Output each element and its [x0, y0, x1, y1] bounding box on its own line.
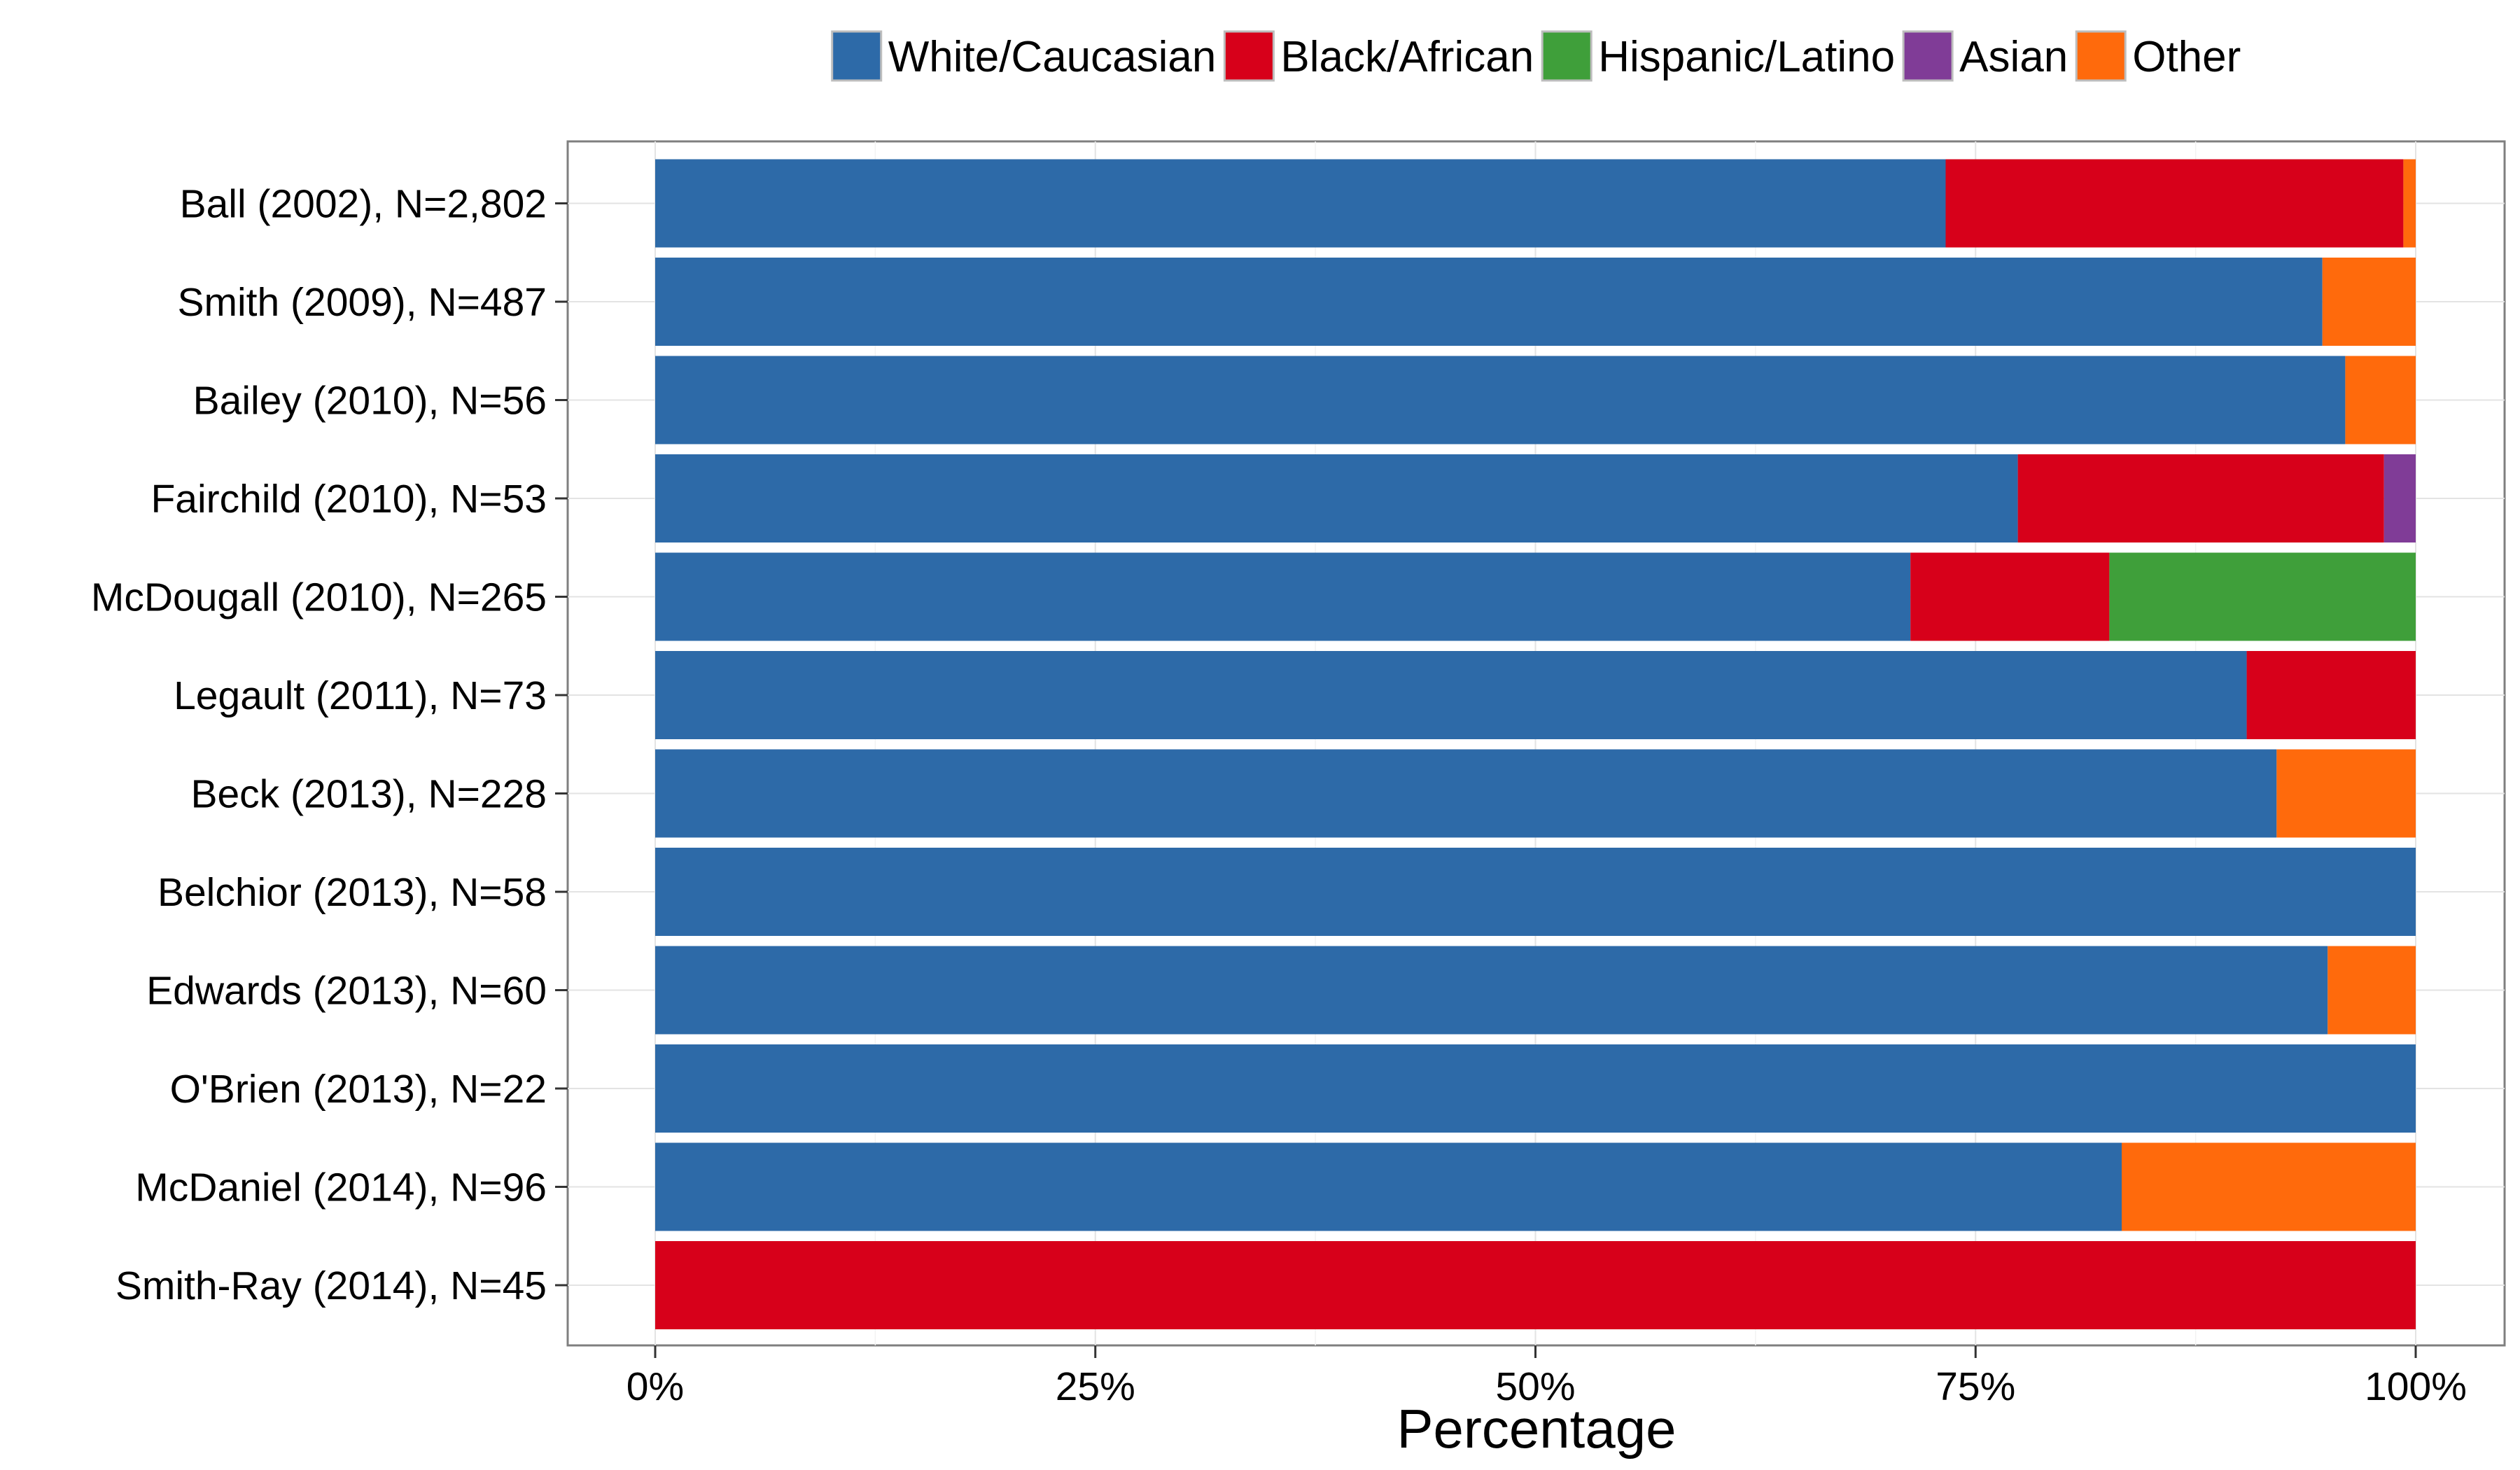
bar-segment-other: [2328, 946, 2416, 1035]
bar-segment-black-african: [1945, 159, 2404, 248]
y-tick-label: Bailey (2010), N=56: [193, 379, 547, 424]
bar-segment-white-caucasian: [655, 946, 2328, 1035]
bar-segment-white-caucasian: [655, 454, 2018, 542]
bar-segment-white-caucasian: [655, 848, 2416, 936]
bar-segment-black-african: [655, 1241, 2416, 1329]
bar-segment-white-caucasian: [655, 651, 2247, 739]
legend-key-white-caucasian: [831, 30, 883, 82]
y-tick-label: Fairchild (2010), N=53: [150, 477, 547, 522]
x-tick-label: 75%: [1935, 1364, 2015, 1409]
bars: [655, 159, 2416, 1329]
x-tick-label: 0%: [626, 1364, 684, 1409]
bar-segment-other: [2403, 159, 2416, 248]
bar-segment-hispanic-latino: [2109, 552, 2416, 641]
bar-segment-other: [2276, 749, 2416, 838]
legend-label: White/Caucasian: [888, 33, 1217, 81]
legend-label: Hispanic/Latino: [1598, 33, 1895, 81]
bar-segment-asian: [2384, 454, 2416, 542]
bar-segment-white-caucasian: [655, 258, 2323, 346]
y-tick-label: Beck (2013), N=228: [190, 772, 547, 817]
y-tick-label: O'Brien (2013), N=22: [170, 1067, 547, 1112]
y-tick-label: McDougall (2010), N=265: [91, 575, 547, 620]
bar-segment-white-caucasian: [655, 1142, 2122, 1231]
bar-segment-black-african: [2246, 651, 2416, 739]
y-tick-label: Smith-Ray (2014), N=45: [115, 1264, 547, 1308]
bar-segment-black-african: [1910, 552, 2110, 641]
bar-segment-white-caucasian: [655, 159, 1946, 248]
bar-segment-white-caucasian: [655, 749, 2277, 838]
bar-segment-other: [2345, 356, 2416, 444]
y-axis: Ball (2002), N=2,802 Smith (2009), N=487 B…: [91, 182, 568, 1308]
x-tick-label: 25%: [1056, 1364, 1135, 1409]
y-tick-label: Smith (2009), N=487: [177, 280, 547, 325]
legend-key-other: [2075, 30, 2127, 82]
bar-segment-white-caucasian: [655, 1044, 2416, 1133]
legend-key-asian: [1902, 30, 1954, 82]
x-tick-label: 50%: [1495, 1364, 1575, 1409]
y-tick-label: Belchior (2013), N=58: [158, 870, 547, 915]
y-tick-label: Legault (2011), N=73: [174, 673, 547, 718]
legend-label: Other: [2132, 33, 2241, 81]
y-tick-label: Ball (2002), N=2,802: [180, 182, 547, 227]
bar-segment-white-caucasian: [655, 356, 2346, 444]
x-tick-label: 100%: [2365, 1364, 2467, 1409]
bar-segment-other: [2121, 1142, 2416, 1231]
legend: White/Caucasian Black/African Hispanic/Lat…: [831, 30, 2241, 82]
bar-segment-other: [2322, 258, 2416, 346]
bar-segment-black-african: [2017, 454, 2384, 542]
legend-key-black-african: [1223, 30, 1275, 82]
x-axis-title: Percentage: [1397, 1398, 1676, 1460]
y-tick-label: Edwards (2013), N=60: [146, 969, 547, 1014]
x-axis: 0% 25% 50% 75% 100%: [626, 1345, 2467, 1409]
bar-segment-white-caucasian: [655, 552, 1911, 641]
y-tick-label: McDaniel (2014), N=96: [135, 1166, 547, 1210]
legend-label: Black/African: [1280, 33, 1534, 81]
legend-key-hispanic-latino: [1541, 30, 1592, 82]
legend-label: Asian: [1959, 33, 2068, 81]
